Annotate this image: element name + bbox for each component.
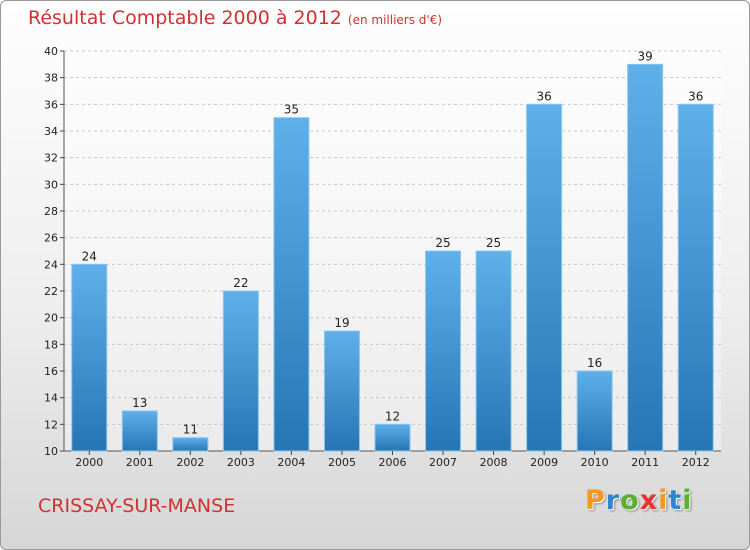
y-tick-label: 10 <box>44 445 58 458</box>
bar-2007 <box>425 250 462 452</box>
y-tick-label: 16 <box>44 365 58 378</box>
y-tick-label: 24 <box>44 258 58 271</box>
value-label-2010: 16 <box>587 356 602 370</box>
logo-letter: t <box>668 485 683 516</box>
x-tick-label-2004: 2004 <box>277 456 305 469</box>
x-tick-label-2006: 2006 <box>379 456 407 469</box>
y-tick-label: 32 <box>44 152 58 165</box>
logo-letter: P <box>585 485 606 516</box>
y-tick-label: 38 <box>44 72 58 85</box>
value-label-2004: 35 <box>284 103 299 117</box>
value-label-2006: 12 <box>385 409 400 423</box>
logo-letter: i <box>682 485 693 516</box>
value-label-2001: 13 <box>132 396 147 410</box>
plot-area <box>64 51 721 451</box>
x-tick-label-2000: 2000 <box>75 456 103 469</box>
chart-title-text: Résultat Comptable 2000 à 2012 <box>28 7 342 29</box>
bar-2000 <box>71 263 108 452</box>
bar-2001 <box>121 410 158 452</box>
commune-name: CRISSAY-SUR-MANSE <box>38 495 236 517</box>
bar-2010 <box>576 370 613 452</box>
value-label-2003: 22 <box>233 276 248 290</box>
x-tick-label-2010: 2010 <box>581 456 609 469</box>
y-tick-label: 22 <box>44 285 58 298</box>
chart-title: Résultat Comptable 2000 à 2012 (en millie… <box>28 7 442 29</box>
bar-2008 <box>475 250 512 452</box>
y-tick-label: 14 <box>44 392 58 405</box>
bar-2005 <box>323 330 360 452</box>
x-tick-label-2011: 2011 <box>631 456 659 469</box>
x-tick-label-2001: 2001 <box>126 456 154 469</box>
value-label-2005: 19 <box>334 316 349 330</box>
value-label-2007: 25 <box>435 236 450 250</box>
bar-2004 <box>273 117 310 452</box>
y-tick-label: 20 <box>44 312 58 325</box>
value-label-2011: 39 <box>638 49 653 63</box>
x-tick-label-2012: 2012 <box>682 456 710 469</box>
logo-letter: i <box>658 485 669 516</box>
bar-2002 <box>172 437 209 452</box>
x-tick-label-2009: 2009 <box>530 456 558 469</box>
bar-2011 <box>627 63 664 452</box>
value-label-2000: 24 <box>82 249 97 263</box>
x-tick-label-2005: 2005 <box>328 456 356 469</box>
bar-2012 <box>677 103 714 452</box>
logo-letter: r <box>605 485 621 516</box>
value-label-2002: 11 <box>183 423 198 437</box>
proxiti-logo: Proxiti <box>585 485 693 516</box>
unit-note: (en milliers d'€) <box>347 13 443 27</box>
x-tick-label-2002: 2002 <box>176 456 204 469</box>
bar-2006 <box>374 423 411 452</box>
bar-2009 <box>526 103 563 452</box>
x-tick-label-2008: 2008 <box>480 456 508 469</box>
y-tick-label: 12 <box>44 418 58 431</box>
logo-letter: x <box>639 485 659 516</box>
bar-2003 <box>222 290 259 452</box>
x-tick-label-2003: 2003 <box>227 456 255 469</box>
value-label-2009: 36 <box>536 89 551 103</box>
y-tick-label: 30 <box>44 178 58 191</box>
value-label-2012: 36 <box>688 89 703 103</box>
y-tick-label: 36 <box>44 98 58 111</box>
y-tick-label: 26 <box>44 232 58 245</box>
y-tick-label: 28 <box>44 205 58 218</box>
y-tick-label: 34 <box>44 125 58 138</box>
x-tick-label-2007: 2007 <box>429 456 457 469</box>
y-tick-label: 18 <box>44 338 58 351</box>
logo-letter: o <box>620 485 640 516</box>
y-tick-label: 40 <box>44 45 58 58</box>
value-label-2008: 25 <box>486 236 501 250</box>
